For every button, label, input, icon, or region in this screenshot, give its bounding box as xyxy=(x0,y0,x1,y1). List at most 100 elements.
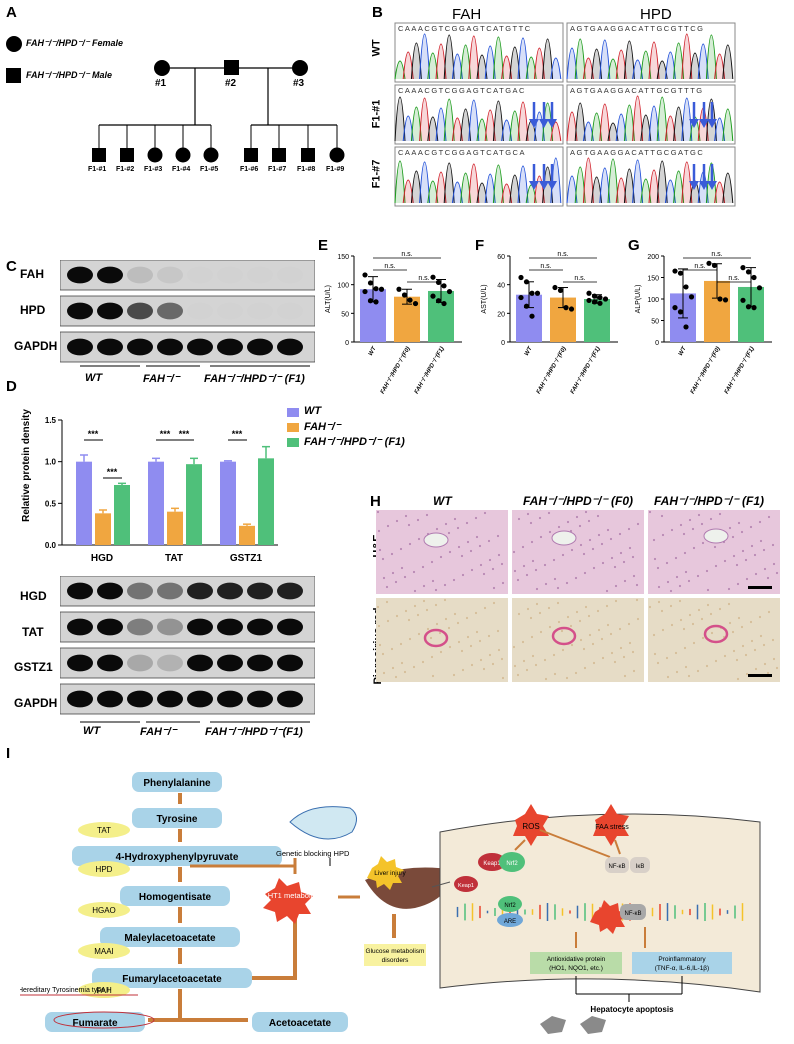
chromatogram-peak xyxy=(419,33,431,80)
cell-dot xyxy=(632,574,636,578)
cell-dot xyxy=(731,535,735,539)
cell-dot xyxy=(483,606,487,610)
cell-dot xyxy=(565,676,569,680)
cell-dot xyxy=(531,559,535,563)
cell-dot xyxy=(539,630,543,634)
panel-label-f: F xyxy=(475,237,485,254)
cell-dot xyxy=(631,555,635,559)
sig-label: *** xyxy=(179,429,190,439)
data-point xyxy=(677,309,684,315)
cell-dot xyxy=(669,589,673,593)
data-point xyxy=(563,305,569,311)
cell-dot xyxy=(735,563,739,567)
nrf2-node xyxy=(499,852,525,872)
blot-label-gapdh-d: GAPDH xyxy=(14,696,58,710)
western-blot-c xyxy=(60,260,315,367)
cell-dot xyxy=(705,569,709,573)
parent-label-1: #1 xyxy=(155,78,167,89)
vessel xyxy=(703,528,729,544)
blot-band xyxy=(127,582,153,600)
cell-dot xyxy=(461,668,465,672)
cell-dot xyxy=(448,550,452,554)
nfkb-bound xyxy=(620,904,646,920)
pathway-node xyxy=(72,846,282,866)
cell-dot xyxy=(430,560,434,564)
cell-dot xyxy=(682,532,686,536)
blot-band xyxy=(127,338,153,356)
cell-dot xyxy=(636,522,640,526)
data-point xyxy=(602,296,609,302)
cell-dot xyxy=(377,529,381,533)
ikb-node xyxy=(630,857,650,873)
mutation-arrowhead xyxy=(689,181,699,190)
cell-dot xyxy=(474,611,478,615)
data-point xyxy=(518,294,524,301)
cell-dot xyxy=(513,569,517,573)
h-col-wt: WT xyxy=(433,494,452,508)
cell-dot xyxy=(408,637,412,641)
cell-dot xyxy=(435,622,439,626)
cell-dot xyxy=(479,658,483,662)
ns-label: n.s. xyxy=(418,275,429,282)
ns-label: n.s. xyxy=(574,275,585,282)
cell-dot xyxy=(635,583,639,587)
seq-text: CAAACGTCGGAGTCATGAC xyxy=(398,86,526,95)
cell-dot xyxy=(763,567,767,571)
cell-dot xyxy=(534,663,538,667)
mutation-arrowhead xyxy=(539,119,549,128)
chromatogram-peak xyxy=(550,57,562,80)
cell-dot xyxy=(606,623,610,627)
blot-band xyxy=(127,266,153,284)
blot-band xyxy=(217,690,243,708)
cell-dot xyxy=(701,636,705,640)
ros-burst xyxy=(513,804,549,846)
blot-band xyxy=(247,690,273,708)
ns-label: n.s. xyxy=(557,251,568,258)
cell-dot xyxy=(544,677,548,681)
cell-dot xyxy=(628,546,632,550)
cell-dot xyxy=(745,577,749,581)
cell-dot xyxy=(727,602,731,606)
cell-dot xyxy=(653,557,657,561)
cell-dot xyxy=(706,588,710,592)
cell-dot xyxy=(674,556,678,560)
pathway-node xyxy=(132,772,222,792)
chromatogram-peak xyxy=(681,33,693,80)
chromatogram-peak xyxy=(574,102,586,142)
y-axis-label: AST(U/L) xyxy=(481,284,488,313)
cell-dot xyxy=(578,619,582,623)
blot-band xyxy=(187,618,213,636)
data-point xyxy=(367,280,374,286)
cell-dot xyxy=(697,608,701,612)
blot-band xyxy=(187,302,213,320)
cell-dot xyxy=(682,627,686,631)
cell-dot xyxy=(553,577,557,581)
category-label: TAT xyxy=(165,553,183,564)
cell-dot xyxy=(759,539,763,543)
cell-dot xyxy=(737,616,741,620)
category-label: WT xyxy=(524,345,535,357)
enzyme-label: FAH xyxy=(96,986,112,995)
cell-dot xyxy=(687,579,691,583)
cell-dot xyxy=(656,566,660,570)
histology-image xyxy=(512,510,644,594)
panel-label-a: A xyxy=(6,4,17,21)
cell-dot xyxy=(469,549,473,553)
seq-text: CAAACGTCGGAGTCATGTTC xyxy=(398,24,532,33)
blot-band xyxy=(217,654,243,672)
chromatogram-peak xyxy=(648,41,660,80)
cell-dot xyxy=(732,649,736,653)
ns-label: n.s. xyxy=(728,275,739,282)
cell-dot xyxy=(390,647,394,651)
cell-dot xyxy=(469,644,473,648)
cell-dot xyxy=(692,641,696,645)
enzyme-label: HGAO xyxy=(92,906,116,915)
cell-dot xyxy=(736,582,740,586)
cell-dot xyxy=(584,510,588,514)
blot-band xyxy=(127,618,153,636)
chromatogram-peak xyxy=(394,96,406,142)
cell-dot xyxy=(530,540,534,544)
pathway-node xyxy=(100,927,240,947)
category-label: FAH⁻/⁻/HPD⁻/⁻(F0) xyxy=(380,346,412,395)
blot-band xyxy=(67,690,93,708)
